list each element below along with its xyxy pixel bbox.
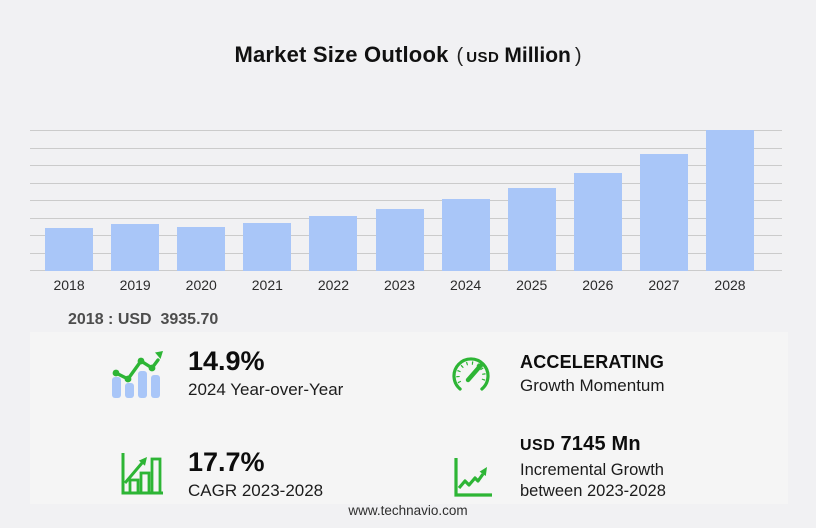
bar-slot (168, 130, 234, 271)
gridline (30, 165, 782, 166)
stat-yoy-label: 2024 Year-over-Year (188, 380, 344, 399)
stat-cagr-label: CAGR 2023-2028 (188, 481, 324, 500)
x-axis-labels: 2018 2019 2020 2021 2022 2023 2024 2025 2026 2027… (36, 277, 763, 293)
stat-incremental-label-line1: Incremental Growth (520, 461, 664, 479)
x-label-2018: 2018 (53, 277, 85, 293)
stat-incremental-label-line2: between 2023-2028 (520, 482, 666, 500)
page-title: Market Size Outlook (USD Million) (0, 40, 816, 73)
bar-2019 (111, 223, 160, 271)
stat-yoy-value: 14.9% (188, 346, 265, 376)
gridline (30, 147, 782, 149)
title-currency: USD (466, 49, 500, 66)
bar-slot (234, 130, 300, 271)
bar-slot (565, 130, 631, 271)
bar-2025 (507, 187, 556, 271)
stat-incremental: USD 7145 Mn Incremental Growth between 2… (520, 433, 666, 502)
x-label-2019: 2019 (119, 277, 151, 293)
bar-slot (300, 130, 366, 271)
gridline (30, 182, 782, 184)
bar-slot (499, 130, 565, 271)
cagr-bar-chart-icon (121, 453, 163, 495)
x-label-2026: 2026 (582, 277, 614, 293)
bar-slot (366, 130, 432, 271)
x-label-2020: 2020 (185, 277, 217, 293)
incremental-growth-icon (454, 458, 492, 497)
stat-momentum-label: Growth Momentum (520, 376, 665, 395)
bar-slot (697, 130, 763, 271)
stat-yoy: 14.9% 2024 Year-over-Year (188, 346, 343, 400)
x-label-2027: 2027 (648, 277, 680, 293)
speedometer-icon (452, 357, 490, 391)
x-label-2023: 2023 (383, 277, 416, 293)
bars-row (36, 130, 763, 271)
bar-slot (102, 130, 168, 271)
stat-cagr: 17.7% CAGR 2023-2028 (188, 447, 323, 501)
stat-momentum-value: ACCELERATING (520, 352, 665, 372)
title-main: Market Size Outlook (234, 42, 449, 67)
bar-2026 (573, 172, 622, 271)
bar-2023 (375, 208, 424, 271)
bar-2018 (45, 227, 94, 271)
stat-incremental-number: 7145 Mn (560, 433, 641, 455)
yoy-growth-chart-icon (112, 351, 163, 398)
base-year-value-note: 2018 : USD 3935.70 (68, 311, 219, 328)
x-label-2021: 2021 (251, 277, 283, 293)
stat-incremental-currency: USD (520, 437, 556, 454)
x-label-2024: 2024 (450, 277, 482, 293)
website-link: www.technavio.com (348, 503, 468, 518)
stat-cagr-value: 17.7% (188, 447, 265, 477)
title-paren-close: ) (574, 45, 582, 67)
bar-slot (631, 130, 697, 271)
x-label-2025: 2025 (516, 277, 548, 293)
title-paren-open: ( (456, 45, 464, 67)
bar-2028 (705, 130, 754, 271)
x-label-2022: 2022 (317, 277, 349, 293)
bar-slot (36, 130, 102, 271)
title-unit: Million (504, 44, 571, 67)
x-label-2028: 2028 (714, 277, 746, 293)
bar-2024 (441, 199, 490, 271)
bar-2022 (309, 216, 358, 271)
stat-momentum: ACCELERATING Growth Momentum (520, 351, 665, 396)
gridline (30, 130, 782, 131)
gridline (30, 200, 782, 201)
bar-2027 (639, 154, 688, 271)
bar-2021 (243, 222, 292, 271)
stat-incremental-value: USD 7145 Mn (520, 433, 666, 457)
bar-2020 (177, 227, 226, 271)
bar-slot (433, 130, 499, 271)
